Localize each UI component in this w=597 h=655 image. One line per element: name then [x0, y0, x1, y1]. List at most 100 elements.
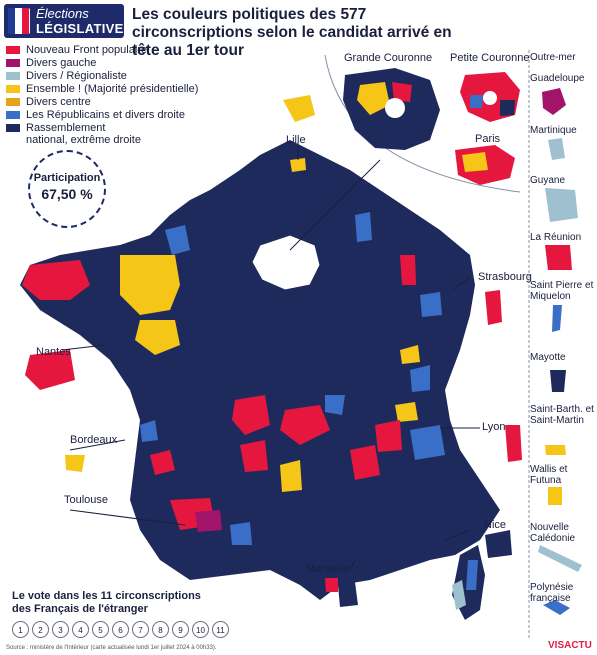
lyon-yellow — [395, 402, 418, 422]
legend-item: Rassemblement national, extrême droite — [6, 122, 198, 146]
center-blue — [325, 395, 345, 415]
participation-label: Participation — [33, 172, 101, 184]
abroad-title: Le vote dans les 11 circonscriptions des… — [12, 590, 201, 615]
reunion-shape — [545, 245, 572, 270]
south-yellow — [280, 460, 302, 492]
legend-swatch — [6, 72, 20, 80]
legend-swatch — [6, 85, 20, 93]
bordeaux-red — [150, 450, 175, 475]
east-blue — [410, 365, 430, 392]
legend-item: Divers / Régionaliste — [6, 70, 198, 82]
grande-couronne-hole — [385, 98, 405, 118]
abroad-circle[interactable]: 2 — [32, 621, 49, 638]
marseille-red — [325, 578, 338, 592]
south-red-1 — [240, 440, 268, 472]
abroad-circle[interactable]: 9 — [172, 621, 189, 638]
city-label-strasbourg: Strasbourg — [478, 271, 532, 283]
legend-label: Nouveau Front populaire — [26, 44, 148, 56]
north-blue — [355, 212, 372, 242]
legend-item: Les Républicains et divers droite — [6, 109, 198, 121]
marseille-inset — [338, 582, 358, 607]
brittany-yellow — [120, 255, 180, 315]
inset-grande-couronne — [343, 68, 440, 150]
connector-bordeaux — [69, 439, 126, 451]
abroad-circle[interactable]: 4 — [72, 621, 89, 638]
strasbourg-inset — [485, 290, 502, 325]
center-red-2 — [280, 405, 330, 445]
outremer-header: Outre-mer — [530, 52, 576, 63]
inset-petite-couronne — [460, 72, 520, 122]
lille-inset-yellow — [283, 95, 315, 122]
city-label-lille: Lille — [286, 134, 306, 146]
petite-couronne-blue — [470, 95, 483, 108]
toulouse-purple — [195, 510, 222, 532]
outremer-guadeloupe: Guadeloupe — [530, 73, 585, 84]
participation-value: 67,50 % — [41, 186, 93, 202]
legend-label: Divers gauche — [26, 57, 97, 69]
outremer-martinique: Martinique — [530, 125, 577, 136]
guadeloupe-shape — [542, 88, 566, 115]
outremer-wallis: Wallis et Futuna — [530, 464, 568, 486]
petite-couronne-navy — [500, 100, 515, 116]
saint-barth-shape — [545, 445, 566, 455]
abroad-circle[interactable]: 11 — [212, 621, 229, 638]
northeast-red — [400, 255, 416, 285]
participation-circle: Participation 67,50 % — [28, 150, 106, 228]
legend-label: Divers / Régionaliste — [26, 70, 127, 82]
outremer-nouvelle-caledonie: Nouvelle Calédonie — [530, 522, 576, 544]
connector-toulouse — [69, 509, 186, 526]
legend-swatch — [6, 111, 20, 119]
center-red-1 — [232, 395, 270, 435]
legend-swatch — [6, 124, 20, 132]
grande-couronne-red — [392, 82, 412, 102]
saint-pierre-shape — [552, 305, 562, 332]
nice-inset — [485, 530, 512, 558]
city-label-nantes: Nantes — [36, 346, 71, 358]
lyon-red — [375, 420, 402, 452]
source-note: Source : ministère de l'Intérieur (carte… — [6, 645, 217, 651]
legend-label: Ensemble ! (Majorité présidentielle) — [26, 83, 199, 95]
nantes-region — [135, 320, 180, 355]
southwest-blue — [140, 420, 158, 442]
corsica-west — [452, 580, 466, 610]
outremer-polynesie: Polynésie française — [530, 582, 574, 604]
guyane-shape — [545, 188, 578, 222]
abroad-circle[interactable]: 8 — [152, 621, 169, 638]
abroad-circle[interactable]: 6 — [112, 621, 129, 638]
label-paris: Paris — [475, 133, 501, 145]
legend-label: Rassemblement national, extrême droite — [26, 122, 141, 146]
connector-marseille — [349, 559, 356, 571]
south-red-2 — [350, 445, 380, 480]
city-label-toulouse: Toulouse — [64, 494, 109, 506]
french-flag-icon — [8, 8, 30, 34]
lyon-inset-red — [505, 425, 522, 462]
abroad-circle[interactable]: 1 — [12, 621, 29, 638]
inset-paris — [455, 145, 515, 185]
city-label-bordeaux: Bordeaux — [70, 434, 118, 446]
paris-region-placeholder — [251, 234, 321, 291]
toulouse-blue — [230, 522, 252, 545]
label-grande-couronne: Grande Couronne — [344, 52, 433, 64]
abroad-circle[interactable]: 10 — [192, 621, 209, 638]
connector-nantes — [61, 344, 106, 351]
elections-badge: Élections LÉGISLATIVES — [4, 4, 132, 38]
visactu-logo: VISACTU — [548, 640, 592, 651]
legend-label: Divers centre — [26, 96, 91, 108]
abroad-circle[interactable]: 5 — [92, 621, 109, 638]
legend-label: Les Républicains et divers droite — [26, 109, 185, 121]
polynesie-shape — [543, 600, 570, 615]
outremer-reunion: La Réunion — [530, 232, 582, 243]
mayotte-shape — [550, 370, 566, 392]
connector-strasbourg — [451, 277, 471, 291]
brittany-red — [22, 260, 90, 300]
legend: Nouveau Front populaire Divers gauche Di… — [6, 44, 198, 147]
badge-line1: Élections — [36, 6, 89, 21]
city-label-lyon: Lyon — [482, 421, 506, 433]
legend-item: Divers gauche — [6, 57, 198, 69]
lille-area — [290, 158, 306, 172]
legend-item: Nouveau Front populaire — [6, 44, 198, 56]
abroad-circles: 1 2 3 4 5 6 7 8 9 10 11 — [12, 621, 229, 638]
abroad-circle[interactable]: 3 — [52, 621, 69, 638]
abroad-circle[interactable]: 7 — [132, 621, 149, 638]
